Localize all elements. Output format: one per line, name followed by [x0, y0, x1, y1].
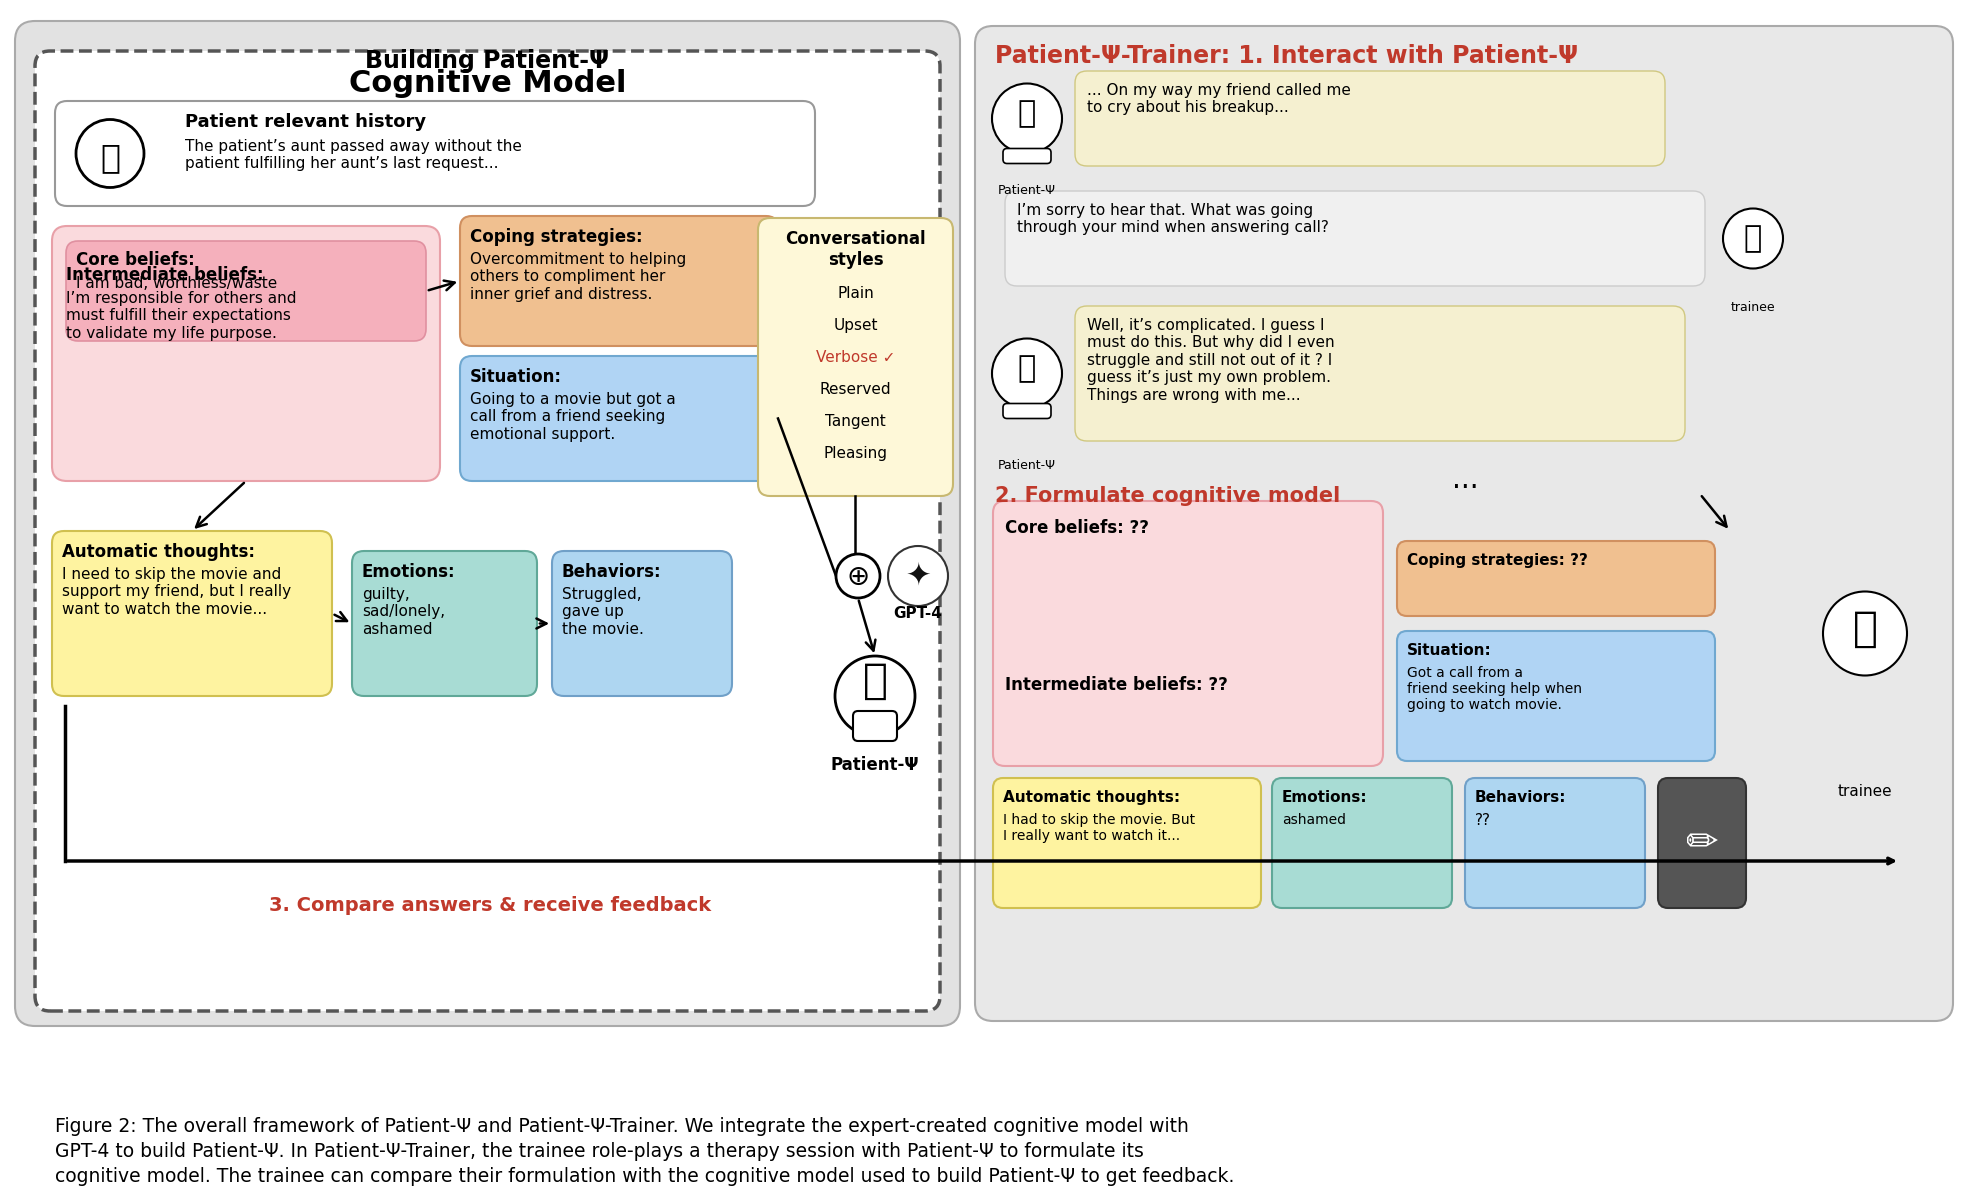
Text: Intermediate beliefs: ??: Intermediate beliefs: ?? — [1006, 676, 1228, 694]
Text: Situation:: Situation: — [1406, 643, 1493, 658]
Text: ??: ?? — [1475, 813, 1491, 828]
Circle shape — [835, 655, 915, 736]
FancyBboxPatch shape — [1658, 779, 1746, 908]
Text: The patient’s aunt passed away without the
patient fulfilling her aunt’s last re: The patient’s aunt passed away without t… — [185, 139, 522, 171]
Circle shape — [837, 554, 880, 598]
Text: Well, it’s complicated. I guess I
must do this. But why did I even
struggle and : Well, it’s complicated. I guess I must d… — [1086, 318, 1336, 403]
Text: 👩: 👩 — [1852, 608, 1878, 649]
Text: Patient-Ψ: Patient-Ψ — [998, 459, 1057, 472]
Text: 🤖: 🤖 — [1017, 99, 1037, 128]
Text: Patient-Ψ: Patient-Ψ — [831, 756, 919, 774]
FancyBboxPatch shape — [1074, 306, 1685, 441]
Text: ✦: ✦ — [905, 561, 931, 591]
FancyBboxPatch shape — [67, 242, 426, 341]
Text: Cognitive Model: Cognitive Model — [350, 69, 627, 98]
FancyBboxPatch shape — [994, 501, 1383, 765]
FancyBboxPatch shape — [1006, 191, 1705, 286]
Text: Patient-Ψ: Patient-Ψ — [998, 184, 1057, 197]
FancyBboxPatch shape — [35, 51, 941, 1011]
Text: Patient relevant history: Patient relevant history — [185, 112, 426, 132]
Text: Overcommitment to helping
others to compliment her
inner grief and distress.: Overcommitment to helping others to comp… — [469, 252, 685, 301]
Text: I had to skip the movie. But
I really want to watch it...: I had to skip the movie. But I really wa… — [1004, 813, 1196, 843]
Text: I’m responsible for others and
must fulfill their expectations
to validate my li: I’m responsible for others and must fulf… — [67, 291, 297, 341]
Text: Reserved: Reserved — [819, 382, 892, 397]
Text: Core beliefs:: Core beliefs: — [77, 251, 194, 269]
Text: trainee: trainee — [1838, 785, 1891, 799]
Text: Coping strategies:: Coping strategies: — [469, 228, 642, 246]
Text: ... On my way my friend called me
to cry about his breakup...: ... On my way my friend called me to cry… — [1086, 83, 1351, 115]
Text: Upset: Upset — [833, 318, 878, 332]
FancyBboxPatch shape — [1074, 71, 1665, 166]
Circle shape — [888, 547, 949, 606]
Circle shape — [77, 120, 143, 188]
FancyBboxPatch shape — [852, 710, 898, 742]
Text: Going to a movie but got a
call from a friend seeking
emotional support.: Going to a movie but got a call from a f… — [469, 392, 676, 441]
Text: Coping strategies: ??: Coping strategies: ?? — [1406, 553, 1587, 568]
FancyBboxPatch shape — [1004, 403, 1051, 419]
Text: Conversational
styles: Conversational styles — [786, 230, 925, 269]
FancyBboxPatch shape — [1465, 779, 1646, 908]
Text: 🧑: 🧑 — [862, 660, 888, 702]
Text: 3. Compare answers & receive feedback: 3. Compare answers & receive feedback — [269, 896, 711, 915]
Text: Emotions:: Emotions: — [1282, 791, 1367, 805]
FancyBboxPatch shape — [16, 22, 960, 1026]
Circle shape — [1722, 208, 1783, 268]
Text: Automatic thoughts:: Automatic thoughts: — [1004, 791, 1180, 805]
Text: Figure 2: The overall framework of Patient-Ψ and Patient-Ψ-Trainer. We integrate: Figure 2: The overall framework of Patie… — [55, 1117, 1235, 1186]
Text: trainee: trainee — [1730, 301, 1775, 315]
FancyBboxPatch shape — [460, 216, 778, 346]
FancyBboxPatch shape — [352, 551, 536, 696]
Text: Emotions:: Emotions: — [361, 563, 456, 581]
FancyBboxPatch shape — [460, 356, 778, 481]
FancyBboxPatch shape — [51, 531, 332, 696]
Text: Struggled,
gave up
the movie.: Struggled, gave up the movie. — [562, 587, 644, 636]
Text: ⊕: ⊕ — [846, 563, 870, 591]
Text: Intermediate beliefs:: Intermediate beliefs: — [67, 266, 263, 283]
Text: I need to skip the movie and
support my friend, but I really
want to watch the m: I need to skip the movie and support my … — [63, 567, 291, 617]
FancyBboxPatch shape — [1273, 779, 1451, 908]
FancyBboxPatch shape — [1004, 148, 1051, 164]
FancyBboxPatch shape — [552, 551, 733, 696]
FancyBboxPatch shape — [994, 779, 1261, 908]
Text: Behaviors:: Behaviors: — [562, 563, 662, 581]
Text: Core beliefs: ??: Core beliefs: ?? — [1006, 519, 1149, 537]
Text: Plain: Plain — [837, 286, 874, 301]
FancyBboxPatch shape — [1396, 631, 1715, 761]
Text: Got a call from a
friend seeking help when
going to watch movie.: Got a call from a friend seeking help wh… — [1406, 666, 1581, 713]
Text: Tangent: Tangent — [825, 414, 886, 429]
Text: 2. Formulate cognitive model: 2. Formulate cognitive model — [996, 486, 1339, 506]
Text: ✏: ✏ — [1685, 824, 1718, 862]
Text: guilty,
sad/lonely,
ashamed: guilty, sad/lonely, ashamed — [361, 587, 446, 636]
Text: Pleasing: Pleasing — [823, 446, 888, 460]
Text: GPT-4: GPT-4 — [894, 606, 943, 621]
Text: ashamed: ashamed — [1282, 813, 1345, 826]
Text: Situation:: Situation: — [469, 368, 562, 386]
Text: I’m sorry to hear that. What was going
through your mind when answering call?: I’m sorry to hear that. What was going t… — [1017, 203, 1330, 236]
FancyBboxPatch shape — [51, 226, 440, 481]
Text: 🧑: 🧑 — [100, 141, 120, 175]
Text: ...: ... — [1451, 466, 1479, 494]
Text: Behaviors:: Behaviors: — [1475, 791, 1567, 805]
FancyBboxPatch shape — [1396, 541, 1715, 616]
Circle shape — [992, 84, 1063, 153]
FancyBboxPatch shape — [758, 218, 953, 496]
Text: 🤖: 🤖 — [1017, 354, 1037, 383]
Text: Automatic thoughts:: Automatic thoughts: — [63, 543, 255, 561]
Circle shape — [1823, 592, 1907, 676]
Circle shape — [992, 338, 1063, 409]
Text: Building Patient-Ψ: Building Patient-Ψ — [365, 49, 609, 73]
Text: 👩: 👩 — [1744, 224, 1762, 254]
Text: Verbose ✓: Verbose ✓ — [815, 350, 896, 365]
FancyBboxPatch shape — [55, 100, 815, 206]
Text: I am bad, worthless/waste: I am bad, worthless/waste — [77, 276, 277, 291]
FancyBboxPatch shape — [974, 26, 1952, 1021]
Text: Patient-Ψ-Trainer: 1. Interact with Patient-Ψ: Patient-Ψ-Trainer: 1. Interact with Pati… — [996, 44, 1577, 68]
